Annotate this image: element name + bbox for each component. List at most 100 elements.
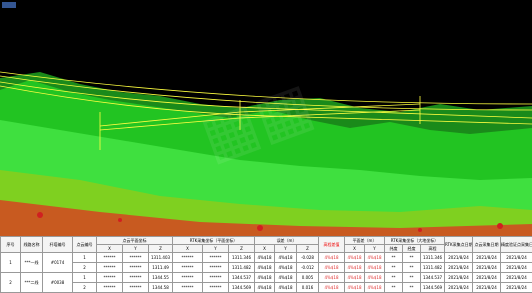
cell: 2021/8/24 [445,283,473,293]
header: RTK采集坐标（平面坐标） [173,237,255,245]
cell: 2021/8/24 [473,253,501,263]
cell: ****** [123,263,149,273]
group-cell: ***二线 [21,273,43,293]
cell: ** [385,263,403,273]
header: 高程差值 [319,237,345,253]
cell: ****** [97,253,123,263]
cell: 1344.58 [149,283,173,293]
cell: 1 [73,253,97,263]
cell: 1 [73,273,97,283]
sub-header: X [345,245,365,253]
cell: ** [403,273,421,283]
cell: 4%$18 [275,263,297,273]
cell: 2021/8/24 [445,273,473,283]
cell: ****** [97,273,123,283]
data-row: 2************1344.58************1344.569… [1,283,532,293]
cell: ****** [173,253,203,263]
cell: 1311.346 [421,253,445,263]
cell: -0.028 [297,253,319,263]
cell: ****** [123,283,149,293]
cell: ****** [173,263,203,273]
cell: 4%$18 [255,263,275,273]
cell: 4%$18 [345,263,365,273]
header: RTK采集点日期 [445,237,473,253]
cell: 4%$18 [345,283,365,293]
cell: ** [403,283,421,293]
header: 精度验证点采集日期 [501,237,532,253]
group-cell: ***一线 [21,253,43,273]
cell: 1344.537 [229,273,255,283]
cell: 0.005 [297,273,319,283]
cell: 1344.537 [421,273,445,283]
cell: ****** [97,283,123,293]
header: 点云采集日期 [473,237,501,253]
group-cell: 2 [1,273,21,293]
cell: ** [385,283,403,293]
cell: 2021/8/24 [501,253,532,263]
sub-header: Z [229,245,255,253]
cell: 2021/8/24 [445,263,473,273]
cell: ****** [203,253,229,263]
sub-header: X [255,245,275,253]
cell: 1344.569 [421,283,445,293]
sub-header: Y [365,245,385,253]
cell: 2021/8/24 [445,253,473,263]
header: 序号 [1,237,21,253]
cell: -0.012 [297,263,319,273]
cell: ****** [97,263,123,273]
cell: 1311.49 [149,263,173,273]
cell: 4%$18 [365,273,385,283]
cell: 4%$18 [365,253,385,263]
cell: ****** [173,283,203,293]
cell: 4%$18 [319,253,345,263]
sub-header: X [173,245,203,253]
sub-header: Z [297,245,319,253]
data-table: 序号 线路名称 杆塔编号 点云编号 点云平面坐标 RTK采集坐标（平面坐标） 误… [0,236,532,293]
cell: 4%$18 [345,253,365,263]
cell: 4%$18 [275,253,297,263]
header-row: 序号 线路名称 杆塔编号 点云编号 点云平面坐标 RTK采集坐标（平面坐标） 误… [1,237,532,245]
cell: 1311.403 [149,253,173,263]
cell: ** [403,253,421,263]
cell: 4%$18 [255,273,275,283]
cell: ****** [173,273,203,283]
cell: 2021/8/24 [501,273,532,283]
sub-header: Z [149,245,173,253]
cell: ****** [123,273,149,283]
cell: 2021/8/24 [473,273,501,283]
group-cell: #0038 [43,273,73,293]
cell: 4%$18 [319,283,345,293]
cell: 2021/8/24 [501,283,532,293]
sub-header: Y [203,245,229,253]
cell: 4%$18 [365,283,385,293]
cell: 2021/8/24 [473,263,501,273]
cell: ****** [203,273,229,283]
sub-header: Y [275,245,297,253]
cell: ** [403,263,421,273]
page: ▦▦ 序号 线路名称 杆塔编号 点云编号 点云平面坐标 RTK采集坐标（平面坐标… [0,0,532,286]
cell: 2021/8/24 [473,283,501,293]
header: 平面差（m） [345,237,385,245]
cell: 4%$18 [275,283,297,293]
group-cell: #0174 [43,253,73,273]
cell: ** [385,253,403,263]
cell: 4%$18 [255,253,275,263]
sub-header: 高程 [421,245,445,253]
point-cloud-view: ▦▦ [0,0,532,236]
cell: 4%$18 [275,273,297,283]
cell: 1311.482 [229,263,255,273]
header: RTK采集坐标（大地坐标） [385,237,445,245]
cell: 2021/8/24 [501,263,532,273]
cell: 4%$18 [319,263,345,273]
cell: ** [385,273,403,283]
cell: 1344.55 [149,273,173,283]
group-cell: 1 [1,253,21,273]
cell: ****** [203,263,229,273]
sub-header: X [97,245,123,253]
sub-header: Y [123,245,149,253]
cell: 4%$18 [365,263,385,273]
header: 线路名称 [21,237,43,253]
cell: ****** [123,253,149,263]
